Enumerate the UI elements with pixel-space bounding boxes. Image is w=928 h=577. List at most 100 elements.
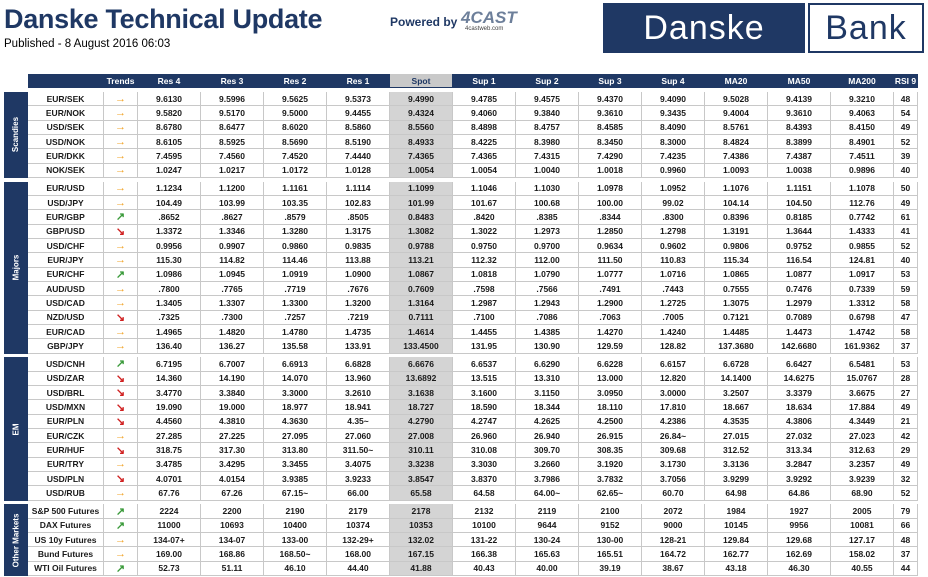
instrument: EUR/TRY [28,457,104,473]
cell-value: 6.6676 [390,357,453,372]
cell-value: 129.84 [705,533,768,548]
cell-value: 162.77 [705,547,768,562]
column-header: Res 2 [264,74,327,89]
cell-value: 1.0919 [264,267,327,282]
cell-value: 44.40 [327,561,390,577]
cell-value: 164.72 [642,547,705,562]
cell-value: 21 [894,414,918,430]
cell-value: 9.3610 [579,106,642,121]
cell-value: 2119 [516,504,579,519]
table-row: EUR/NOK → 9.5820 9.5170 9.5000 9.4455 9.4324 9.… [28,106,928,121]
cell-value: .7491 [579,282,642,297]
trend-arrow: → [104,253,138,268]
cell-value: 129.59 [579,339,642,354]
cell-value: 1.1030 [516,181,579,196]
cell-value: 27 [894,386,918,401]
cell-value: 113.88 [327,253,390,268]
cell-value: 1.0865 [705,267,768,282]
cell-value: 14.360 [138,371,201,386]
cell-value: 15.0767 [831,371,894,386]
cell-value: 9.3210 [831,91,894,107]
cell-value: 0.7111 [390,310,453,326]
column-header: Sup 3 [579,74,642,89]
cell-value: 1.0952 [642,181,705,196]
cell-value: 134-07+ [138,533,201,548]
cell-value: .7765 [201,282,264,297]
cell-value: 7.4511 [831,149,894,164]
cell-value: 3.4785 [138,457,201,473]
table-row: WTI Oil Futures ↗ 52.73 51.11 46.10 44.40 41.8… [28,561,928,577]
cell-value: 52 [894,486,918,501]
cell-value: 6.6427 [768,357,831,372]
trend-arrow: ↗ [104,267,138,282]
cell-value: .8344 [579,210,642,225]
cell-value: 3.1920 [579,457,642,473]
cell-value: 19.000 [201,400,264,415]
table-row: USD/CAD → 1.3405 1.3307 1.3300 1.3200 1.3164 1.… [28,296,928,311]
cell-value: 168.50~ [264,547,327,562]
cell-value: 49 [894,195,918,211]
cell-value: 9.4063 [831,106,894,121]
group-label: EM [4,357,28,501]
cell-value: 64.86 [768,486,831,501]
cell-value: 9.5373 [327,91,390,107]
cell-value: 1.0054 [390,163,453,178]
cell-value: 8.5690 [264,134,327,150]
cell-value: 9956 [768,518,831,534]
cell-value: 1.2943 [516,296,579,311]
cell-value: 6.6828 [327,357,390,372]
cell-value: 64.00~ [516,486,579,501]
cell-value: 1.0986 [138,267,201,282]
cell-value: 1927 [768,504,831,519]
cell-value: 115.34 [705,253,768,268]
cell-value: 9.4455 [327,106,390,121]
cell-value: 0.9855 [831,238,894,254]
trend-arrow: ↘ [104,371,138,386]
cell-value: 9.4324 [390,106,453,121]
cell-value: 0.9860 [264,238,327,254]
cell-value: 29 [894,443,918,458]
trend-arrow: ↘ [104,310,138,326]
cell-value: 27.285 [138,429,201,444]
cell-value: 10353 [390,518,453,534]
cell-value: 0.9896 [831,163,894,178]
cell-value: 128.82 [642,339,705,354]
column-header: RSI 9 [894,74,918,89]
cell-value: 18.590 [453,400,516,415]
cell-value: 48 [894,533,918,548]
cell-value: 1.4735 [327,325,390,340]
cell-value: 1.3307 [201,296,264,311]
cell-value: 101.67 [453,195,516,211]
cell-value: 112.00 [516,253,579,268]
cell-value: 1.2900 [579,296,642,311]
group-rows: EUR/SEK → 9.6130 9.5996 9.5625 9.5373 9.4990 9.… [28,91,928,178]
cell-value: .7086 [516,310,579,326]
cell-value: 3.0000 [642,386,705,401]
cell-value: 1.2798 [642,224,705,239]
cell-value: 3.4770 [138,386,201,401]
cell-value: 9.4004 [705,106,768,121]
logo-bank: Bank [808,3,924,53]
cell-value: 13.515 [453,371,516,386]
cell-value: 1.3405 [138,296,201,311]
cell-value: .7676 [327,282,390,297]
logo-4cast-text: 4CAST [461,8,517,27]
cell-value: 3.1730 [642,457,705,473]
cell-value: 127.17 [831,533,894,548]
cell-value: 3.2847 [768,457,831,473]
cell-value: 49 [894,400,918,415]
cell-value: 1.1151 [768,181,831,196]
cell-value: 104.50 [768,195,831,211]
cell-value: 27.008 [390,429,453,444]
table-row: USD/JPY → 104.49 103.99 103.35 102.83 101.99 10… [28,195,928,211]
cell-value: 17.884 [831,400,894,415]
trend-arrow: → [104,547,138,562]
cell-value: 8.6020 [264,120,327,135]
cell-value: 28 [894,371,918,386]
cell-value: 14.1400 [705,371,768,386]
cell-value: 27.023 [831,429,894,444]
cell-value: 1.3082 [390,224,453,239]
cell-value: 2132 [453,504,516,519]
cell-value: 1.3164 [390,296,453,311]
cell-value: 166.38 [453,547,516,562]
